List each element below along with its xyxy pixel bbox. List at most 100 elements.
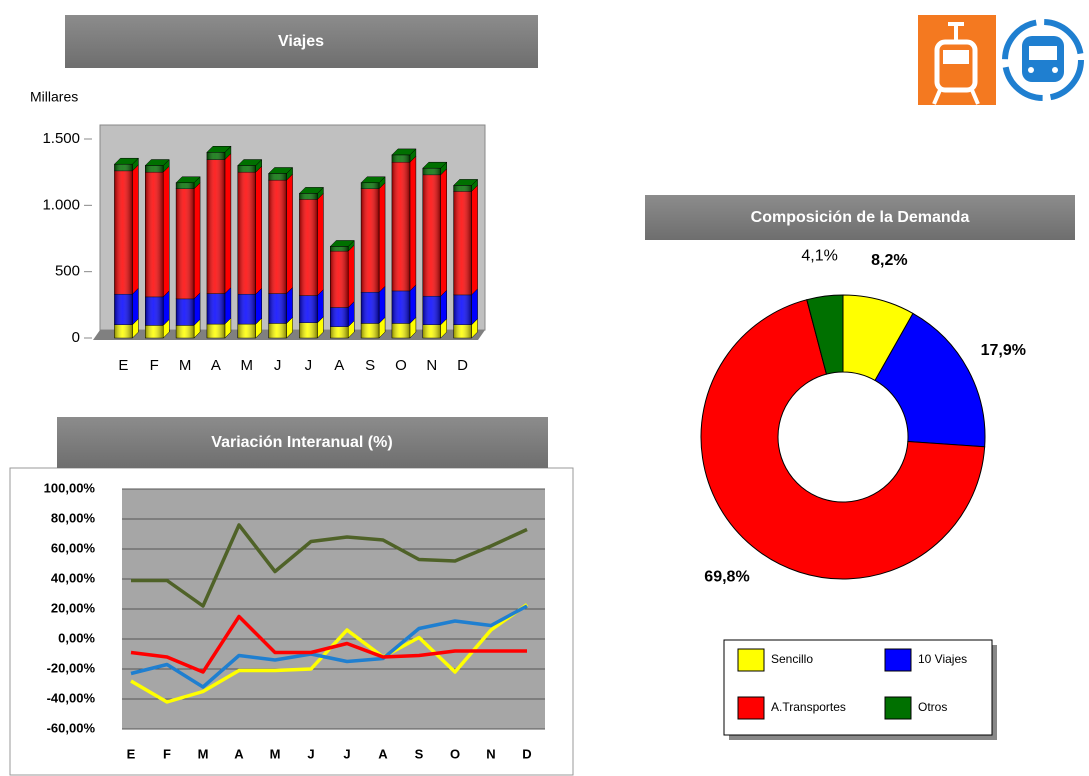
title-bar xyxy=(57,417,548,468)
bar-shade xyxy=(176,325,195,338)
bar-shade xyxy=(422,168,441,175)
bar-shade xyxy=(206,152,225,160)
bar-shade xyxy=(422,174,441,297)
x-tick-label: S xyxy=(415,746,424,761)
data-label: 17,9% xyxy=(981,342,1026,359)
line xyxy=(130,614,527,674)
donut-slice xyxy=(700,299,986,580)
bar-side xyxy=(409,155,417,292)
legend-swatch xyxy=(884,648,912,672)
bus-logo xyxy=(1002,19,1084,101)
bar-shade xyxy=(453,185,472,192)
bar-top xyxy=(452,179,479,186)
bar-side xyxy=(440,168,447,297)
bar-side xyxy=(471,184,478,296)
bar-shade xyxy=(391,162,410,291)
x-tick-label: J xyxy=(305,357,313,374)
bar-side xyxy=(378,182,386,293)
x-tick-label: D xyxy=(457,357,468,374)
bar-shade xyxy=(114,294,133,325)
bar-shade xyxy=(361,292,380,324)
bar-shade xyxy=(206,159,225,294)
y-tick-label: 100,00% xyxy=(44,480,96,495)
y-tick-label: -20,00% xyxy=(47,660,96,675)
bar-shade xyxy=(361,188,380,293)
legend xyxy=(723,639,993,736)
bar-top xyxy=(206,146,232,153)
legend-label: Sencillo xyxy=(771,652,813,666)
bar-shade xyxy=(422,324,441,338)
title-bar xyxy=(65,15,538,68)
chart-title: Variación Interanual (%) xyxy=(211,434,392,451)
bar-top xyxy=(175,176,201,184)
x-tick-label: F xyxy=(163,746,171,761)
x-tick-label: M xyxy=(270,746,281,761)
bar-shade xyxy=(453,324,472,338)
bar-top xyxy=(237,159,263,166)
bar-side xyxy=(378,285,386,325)
y-tick-label: 80,00% xyxy=(51,510,96,525)
x-tick-label: D xyxy=(522,746,531,761)
x-tick-label: F xyxy=(150,357,159,374)
y-tick-label: 1.500 xyxy=(42,130,80,147)
y-tick-label: -60,00% xyxy=(47,720,96,735)
bar-shade xyxy=(330,326,349,338)
bar-side xyxy=(286,173,293,295)
bar-shade xyxy=(391,323,410,338)
x-tick-label: A xyxy=(378,746,388,761)
bar-side xyxy=(193,182,201,300)
bar-top xyxy=(267,167,294,174)
x-tick-label: J xyxy=(307,746,314,761)
chart-title: Composición de la Demanda xyxy=(751,209,970,226)
bar-top xyxy=(113,157,140,165)
title-bar xyxy=(645,195,1075,240)
bar-shade xyxy=(145,172,164,297)
bar-side xyxy=(255,165,262,295)
y-tick-label: 60,00% xyxy=(51,540,96,555)
y-tick-label: -40,00% xyxy=(47,690,96,705)
bar-top xyxy=(329,240,355,247)
legend-swatch xyxy=(884,696,912,720)
legend-label: 10 Viajes xyxy=(918,652,967,666)
bar-shade xyxy=(299,322,318,338)
metro-logo xyxy=(918,15,996,105)
bar-top xyxy=(144,159,170,166)
donut-slice xyxy=(874,312,986,448)
bar-shade xyxy=(237,165,256,173)
bar-shade xyxy=(237,294,256,325)
line xyxy=(130,604,528,689)
bar-shade xyxy=(330,246,349,252)
bar-side xyxy=(132,164,139,295)
x-tick-label: M xyxy=(241,357,254,374)
x-tick-label: A xyxy=(334,357,344,374)
bar-side xyxy=(317,192,324,297)
x-tick-label: S xyxy=(365,357,375,374)
bar-shade xyxy=(422,296,441,325)
bar-side xyxy=(132,287,139,326)
x-tick-label: A xyxy=(234,746,244,761)
legend-label: Otros xyxy=(918,700,947,714)
y-axis-label: Millares xyxy=(30,89,78,105)
bar-shade xyxy=(145,325,164,338)
x-tick-label: M xyxy=(198,746,209,761)
bar-shade xyxy=(145,296,164,326)
bar-shade xyxy=(176,182,195,189)
bar-side xyxy=(348,244,355,309)
x-tick-label: E xyxy=(118,357,128,374)
x-tick-label: O xyxy=(450,746,460,761)
x-tick-label: M xyxy=(179,357,192,374)
bar-shade xyxy=(453,294,472,325)
bar-shade xyxy=(330,251,349,308)
bar-shade xyxy=(114,170,133,295)
bar-shade xyxy=(237,324,256,338)
bar-shade xyxy=(330,307,349,327)
data-label: 8,2% xyxy=(871,252,907,269)
data-label: 69,8% xyxy=(704,568,749,585)
legend-label: A.Transportes xyxy=(771,700,846,714)
x-tick-label: E xyxy=(127,746,136,761)
x-tick-label: J xyxy=(343,746,350,761)
y-tick-label: 1.000 xyxy=(42,196,80,213)
bar-shade xyxy=(114,324,133,338)
x-tick-label: A xyxy=(211,357,221,374)
